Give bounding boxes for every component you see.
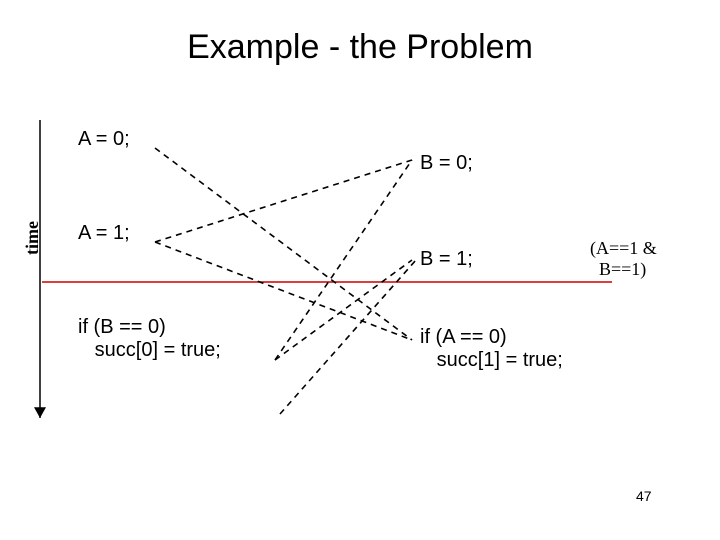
interleaving-line [155,160,412,242]
interleaving-line [280,260,416,414]
diagram-stage: Example - the Problem time A = 0; A = 1;… [0,0,720,540]
code-a-equals-0: A = 0; [78,128,130,151]
code-a-equals-1: A = 1; [78,222,130,245]
slide-title: Example - the Problem [0,28,720,67]
interleaving-line [155,148,412,340]
time-axis-line [34,120,46,418]
code-if-b: if (B == 0) succ[0] = true; [78,316,221,362]
interleaving-line [275,260,412,360]
interleaving-line [275,160,412,360]
time-axis-arrowhead [34,407,46,418]
page-number: 47 [636,488,652,504]
code-b-equals-0: B = 0; [420,152,473,175]
interleaving-lines [155,148,416,414]
time-axis-label: time [22,221,43,255]
condition-annotation: (A==1 & B==1) [590,238,657,280]
code-if-a: if (A == 0) succ[1] = true; [420,326,563,372]
code-b-equals-1: B = 1; [420,248,473,271]
